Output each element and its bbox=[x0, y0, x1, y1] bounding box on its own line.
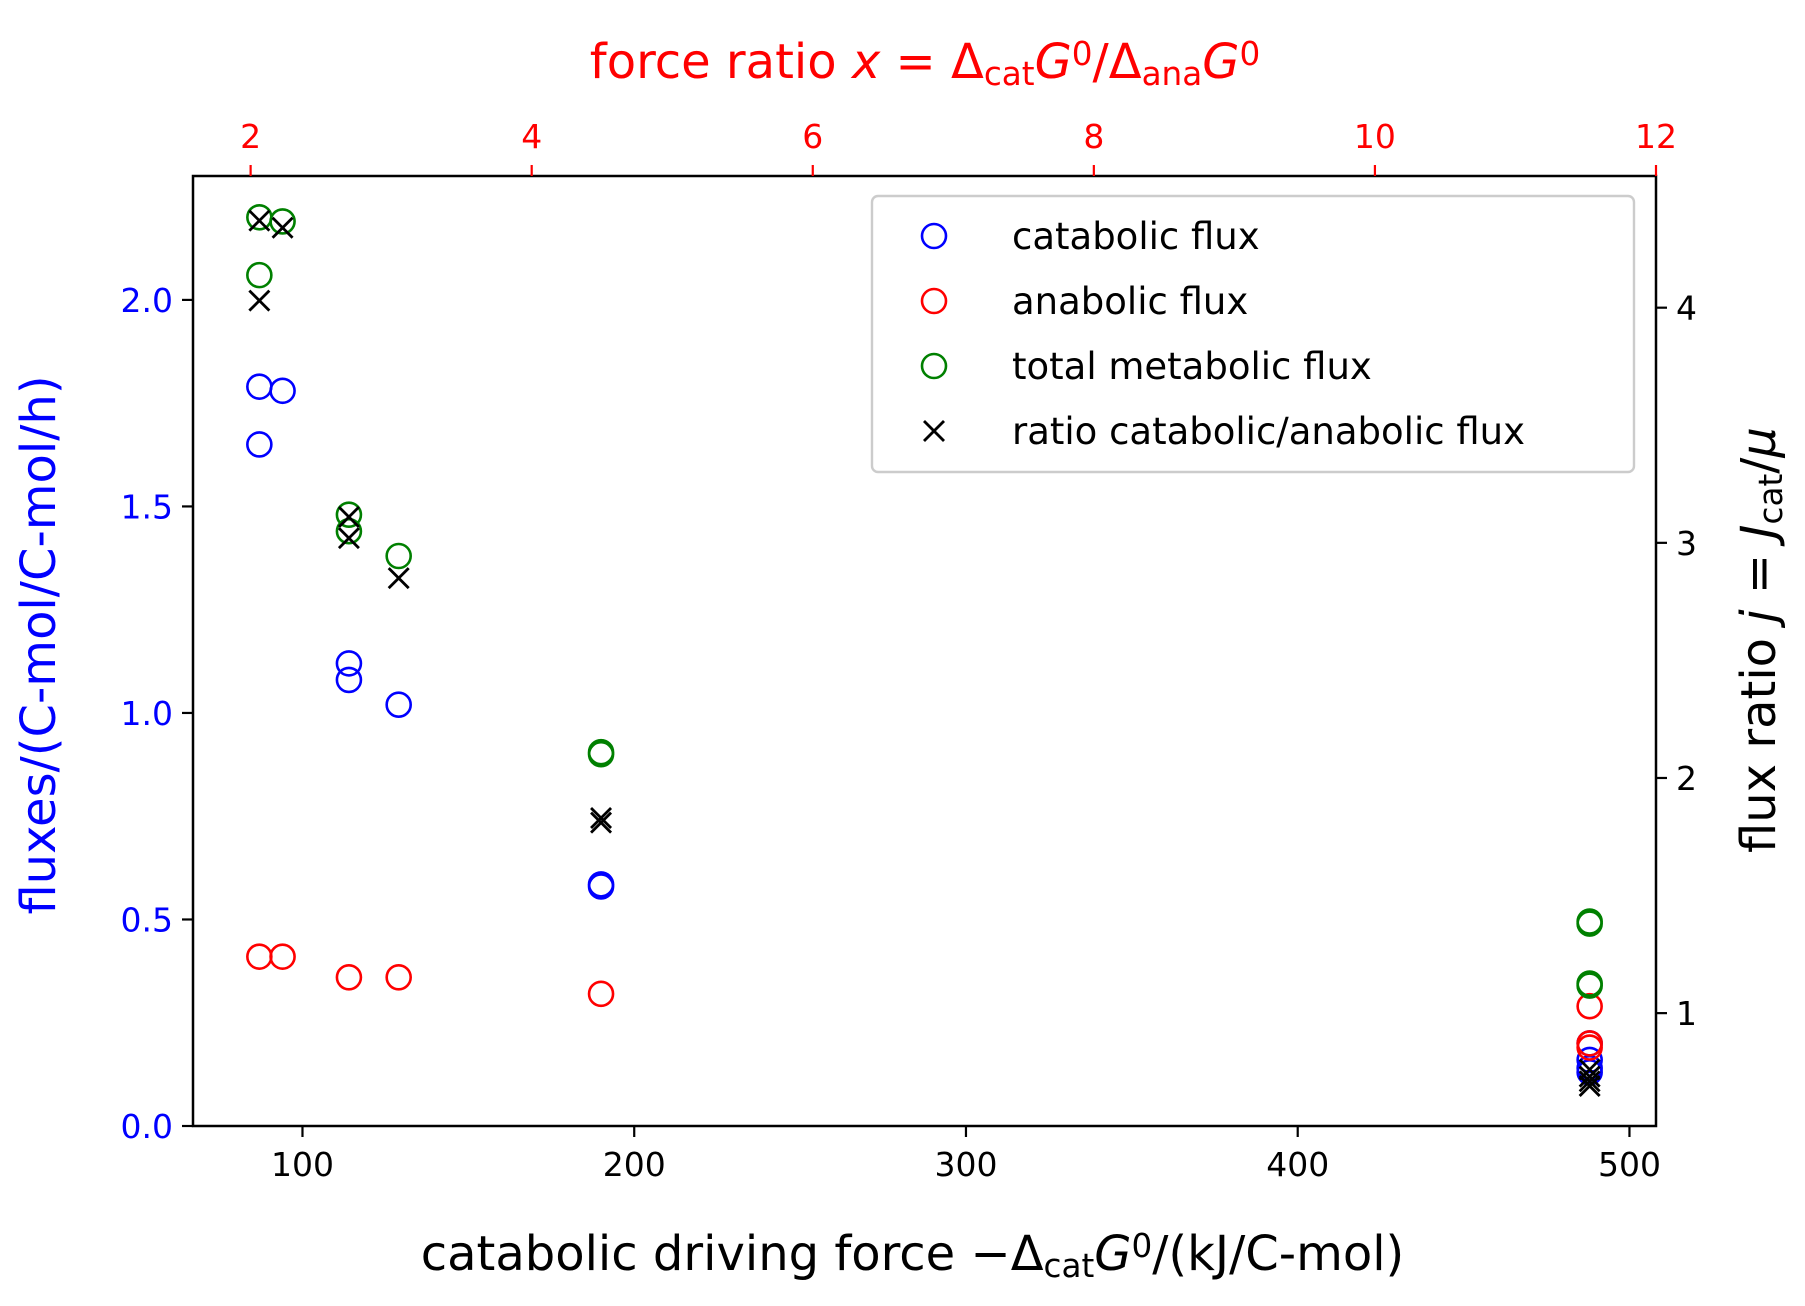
total-metabolic-flux-point bbox=[1576, 908, 1603, 935]
total-metabolic-flux-point bbox=[587, 738, 615, 766]
anabolic-flux-point bbox=[385, 964, 412, 991]
anabolic-flux-point bbox=[269, 943, 296, 970]
legend-entry-catabolic-flux-marker bbox=[920, 222, 948, 250]
total-metabolic-flux-point bbox=[1576, 910, 1603, 937]
ratio-catabolic-anabolic-flux-point bbox=[387, 567, 410, 590]
legend-entry-total-metabolic-flux: total metabolic flux bbox=[1012, 345, 1372, 388]
bottom-tick-label: 300 bbox=[934, 1145, 997, 1184]
left-tick-label: 0.0 bbox=[121, 1107, 173, 1146]
ratio-catabolic-anabolic-flux-point bbox=[1578, 1065, 1601, 1088]
legend-entry-ratio-catabolic-anabolic-flux: ratio catabolic/anabolic flux bbox=[1012, 410, 1525, 453]
data-points bbox=[246, 204, 1603, 1098]
ratio-catabolic-anabolic-flux-point bbox=[337, 505, 360, 528]
ratio-catabolic-anabolic-flux-point bbox=[271, 216, 294, 239]
right-tick-label: 1 bbox=[1676, 994, 1697, 1033]
ratio-catabolic-anabolic-flux-point bbox=[1578, 1070, 1601, 1093]
total-metabolic-flux-point bbox=[587, 740, 615, 768]
bottom-tick-label: 500 bbox=[1598, 1145, 1661, 1184]
catabolic-flux-point bbox=[246, 373, 273, 400]
right-tick-label: 2 bbox=[1676, 759, 1697, 798]
legend-entry-ratio-catabolic-anabolic-flux-marker bbox=[923, 420, 945, 442]
catabolic-flux-point bbox=[246, 431, 273, 458]
catabolic-flux-point bbox=[1576, 1046, 1603, 1074]
legend-entry-catabolic-flux: catabolic flux bbox=[1012, 215, 1260, 258]
top-tick-label: 2 bbox=[240, 117, 261, 156]
plot-area-frame bbox=[191, 174, 1658, 1128]
ratio-catabolic-anabolic-flux-point bbox=[337, 527, 360, 550]
anabolic-flux-point bbox=[587, 980, 615, 1008]
total-metabolic-flux-point bbox=[335, 501, 363, 528]
top-tick-label: 4 bbox=[521, 117, 542, 156]
total-metabolic-flux-point bbox=[1576, 970, 1603, 997]
right-axis: 1 2 3 4 flux ratio j = Jcat/μ bbox=[1656, 289, 1790, 1033]
ratio-catabolic-anabolic-flux-point bbox=[248, 209, 271, 232]
legend: catabolic flux anabolic flux total metabol… bbox=[870, 194, 1636, 474]
top-tick-label: 6 bbox=[802, 117, 823, 156]
left-axis-label: fluxes/(C-mol/C-mol/h) bbox=[11, 375, 67, 914]
bottom-tick-label: 200 bbox=[603, 1145, 666, 1184]
bottom-tick-label: 400 bbox=[1266, 1145, 1329, 1184]
left-axis: 0.0 0.5 1.0 1.5 2.0 fluxes/(C-mol/C-mol/h) bbox=[11, 281, 193, 1146]
total-metabolic-flux-point bbox=[335, 517, 363, 545]
anabolic-flux-point bbox=[335, 964, 363, 991]
total-metabolic-flux-point bbox=[246, 204, 273, 231]
top-tick-label: 12 bbox=[1635, 117, 1677, 156]
legend-box bbox=[870, 194, 1636, 474]
catabolic-flux-point bbox=[335, 666, 363, 694]
legend-entry-anabolic-flux: anabolic flux bbox=[1012, 280, 1248, 323]
bottom-axis-label: catabolic driving force −ΔcatG0/(kJ/C-mo… bbox=[421, 1226, 1405, 1285]
ratio-catabolic-anabolic-flux-point bbox=[248, 289, 271, 312]
left-tick-label: 1.5 bbox=[121, 487, 173, 526]
anabolic-flux-point bbox=[1576, 1034, 1603, 1061]
bottom-tick-label: 100 bbox=[271, 1145, 334, 1184]
ratio-catabolic-anabolic-flux-point bbox=[590, 806, 613, 829]
left-tick-label: 1.0 bbox=[121, 694, 173, 733]
total-metabolic-flux-point bbox=[385, 542, 412, 570]
catabolic-flux-point bbox=[587, 871, 615, 898]
ratio-catabolic-anabolic-flux-point bbox=[590, 811, 613, 834]
right-axis-label: flux ratio j = Jcat/μ bbox=[1731, 427, 1790, 853]
legend-entry-total-metabolic-flux-marker bbox=[920, 352, 948, 380]
ratio-catabolic-anabolic-flux-point bbox=[1578, 1075, 1601, 1098]
top-tick-label: 8 bbox=[1083, 117, 1104, 156]
top-axis-label: force ratio x = ΔcatG0/ΔanaG0 bbox=[590, 34, 1260, 93]
top-tick-label: 10 bbox=[1354, 117, 1396, 156]
left-tick-label: 2.0 bbox=[121, 281, 173, 320]
anabolic-flux-point bbox=[246, 943, 273, 970]
catabolic-flux-point bbox=[385, 691, 412, 718]
total-metabolic-flux-point bbox=[269, 208, 296, 235]
bottom-axis: 100 200 300 400 500 catabolic driving force −… bbox=[271, 1126, 1661, 1285]
catabolic-flux-point bbox=[269, 377, 296, 405]
total-metabolic-flux-point bbox=[246, 261, 273, 289]
total-metabolic-flux-point bbox=[1576, 972, 1603, 999]
catabolic-flux-point bbox=[587, 873, 615, 900]
left-tick-label: 0.5 bbox=[121, 900, 173, 939]
legend-entry-anabolic-flux-marker bbox=[920, 287, 948, 315]
right-tick-label: 3 bbox=[1676, 524, 1697, 563]
catabolic-flux-point bbox=[335, 650, 363, 677]
right-tick-label: 4 bbox=[1676, 289, 1697, 328]
top-axis: 2 4 6 8 10 12 force ratio x = ΔcatG0/ΔanaG0 bbox=[240, 34, 1677, 176]
